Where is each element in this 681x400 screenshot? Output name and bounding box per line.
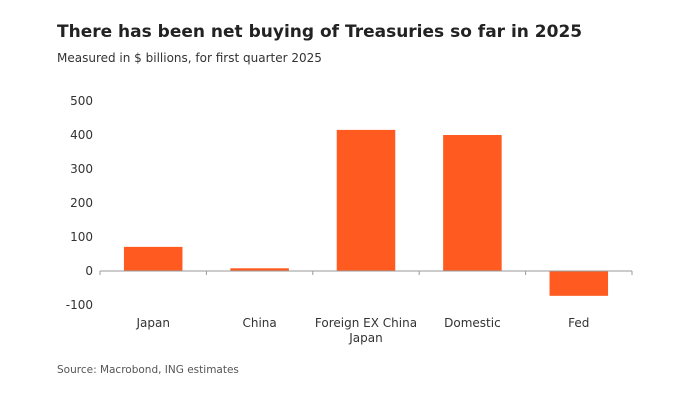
x-tick-label: Domestic xyxy=(444,316,501,330)
y-tick-label: 100 xyxy=(70,230,93,244)
bar xyxy=(123,246,183,271)
x-tick-label: Foreign EX China xyxy=(315,316,417,330)
chart-source: Source: Macrobond, ING estimates xyxy=(57,364,239,376)
bar xyxy=(336,129,396,271)
x-tick-label: China xyxy=(242,316,276,330)
y-tick-label: 0 xyxy=(85,264,93,278)
y-tick-label: 200 xyxy=(70,196,93,210)
y-tick-label: 300 xyxy=(70,162,93,176)
y-tick-label: 500 xyxy=(70,94,93,108)
x-tick-label: Japan xyxy=(135,316,169,330)
chart-subtitle: Measured in $ billions, for first quarte… xyxy=(57,51,322,65)
bar xyxy=(443,135,502,271)
bar xyxy=(549,271,609,296)
x-tick-label: Fed xyxy=(568,316,589,330)
chart-title: There has been net buying of Treasuries … xyxy=(57,22,583,42)
bar xyxy=(230,268,289,271)
y-tick-label: -100 xyxy=(66,298,93,312)
y-tick-label: 400 xyxy=(70,128,93,142)
x-tick-label: Japan xyxy=(348,331,382,345)
